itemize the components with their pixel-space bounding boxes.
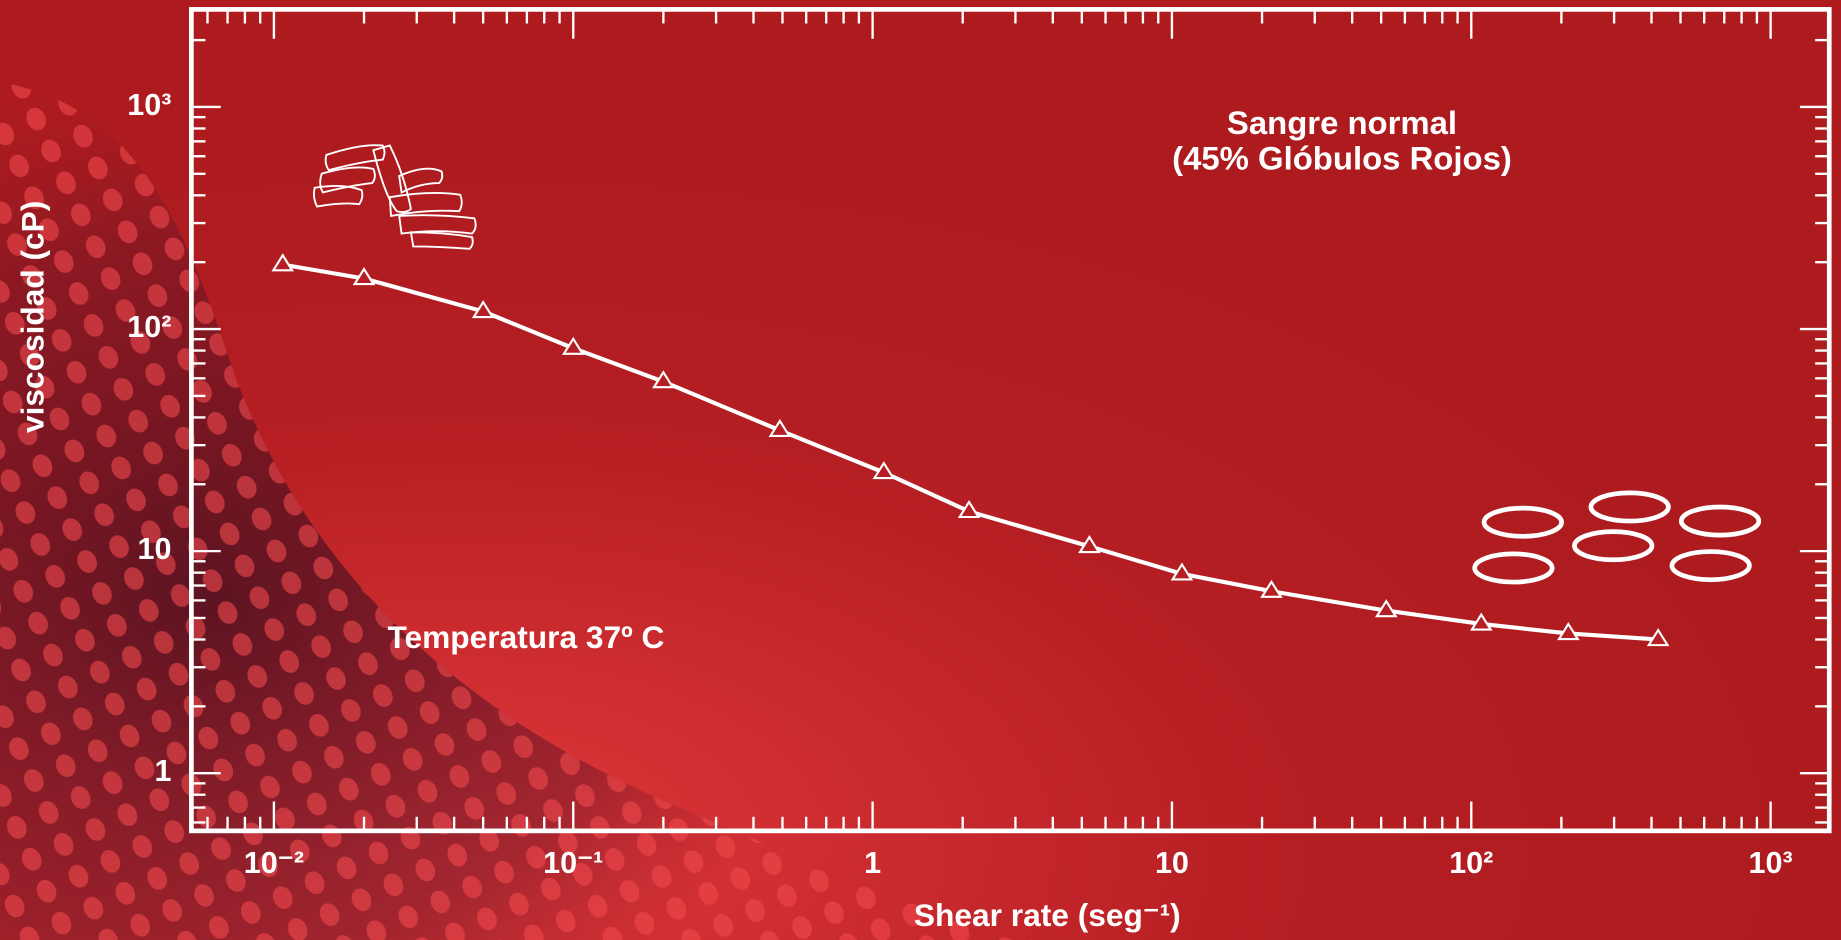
y-tick-label: 1 (154, 754, 171, 788)
data-point (1170, 562, 1194, 581)
x-tick-label: 10 (1155, 846, 1189, 880)
x-tick-label: 10⁻² (244, 846, 304, 880)
chart-title: Sangre normal (1227, 104, 1457, 141)
annotation: Temperatura 37º C (387, 619, 664, 655)
x-axis-label: Shear rate (seg⁻¹) (914, 897, 1181, 933)
erythrocytes-illustration (1472, 490, 1762, 585)
plot-frame (189, 7, 1832, 834)
data-point (957, 499, 981, 519)
x-tick-label: 10⁻¹ (543, 846, 603, 880)
data-point (471, 300, 495, 319)
y-tick-label: 10 (137, 532, 171, 566)
x-tick-label: 10³ (1749, 846, 1793, 880)
data-point (1078, 535, 1101, 554)
data-point (1469, 612, 1493, 631)
data-point (652, 370, 675, 389)
data-point (872, 461, 896, 480)
y-axis-label: viscosidad (cP) (15, 201, 51, 433)
rouleaux-illustration (312, 144, 477, 250)
x-tick-label: 1 (864, 846, 881, 880)
data-point (352, 267, 376, 286)
y-tick-label: 10² (127, 310, 171, 344)
chart-subtitle: (45% Glóbulos Rojos) (1172, 139, 1512, 176)
data-point (271, 253, 295, 272)
y-tick-label: 10³ (127, 88, 171, 122)
data-point (1646, 628, 1670, 647)
data-point (1374, 599, 1398, 618)
x-tick-label: 10² (1449, 846, 1493, 880)
data-point (561, 336, 585, 355)
data-point (768, 418, 792, 437)
data-point (1260, 579, 1283, 598)
data-point (1557, 622, 1580, 641)
